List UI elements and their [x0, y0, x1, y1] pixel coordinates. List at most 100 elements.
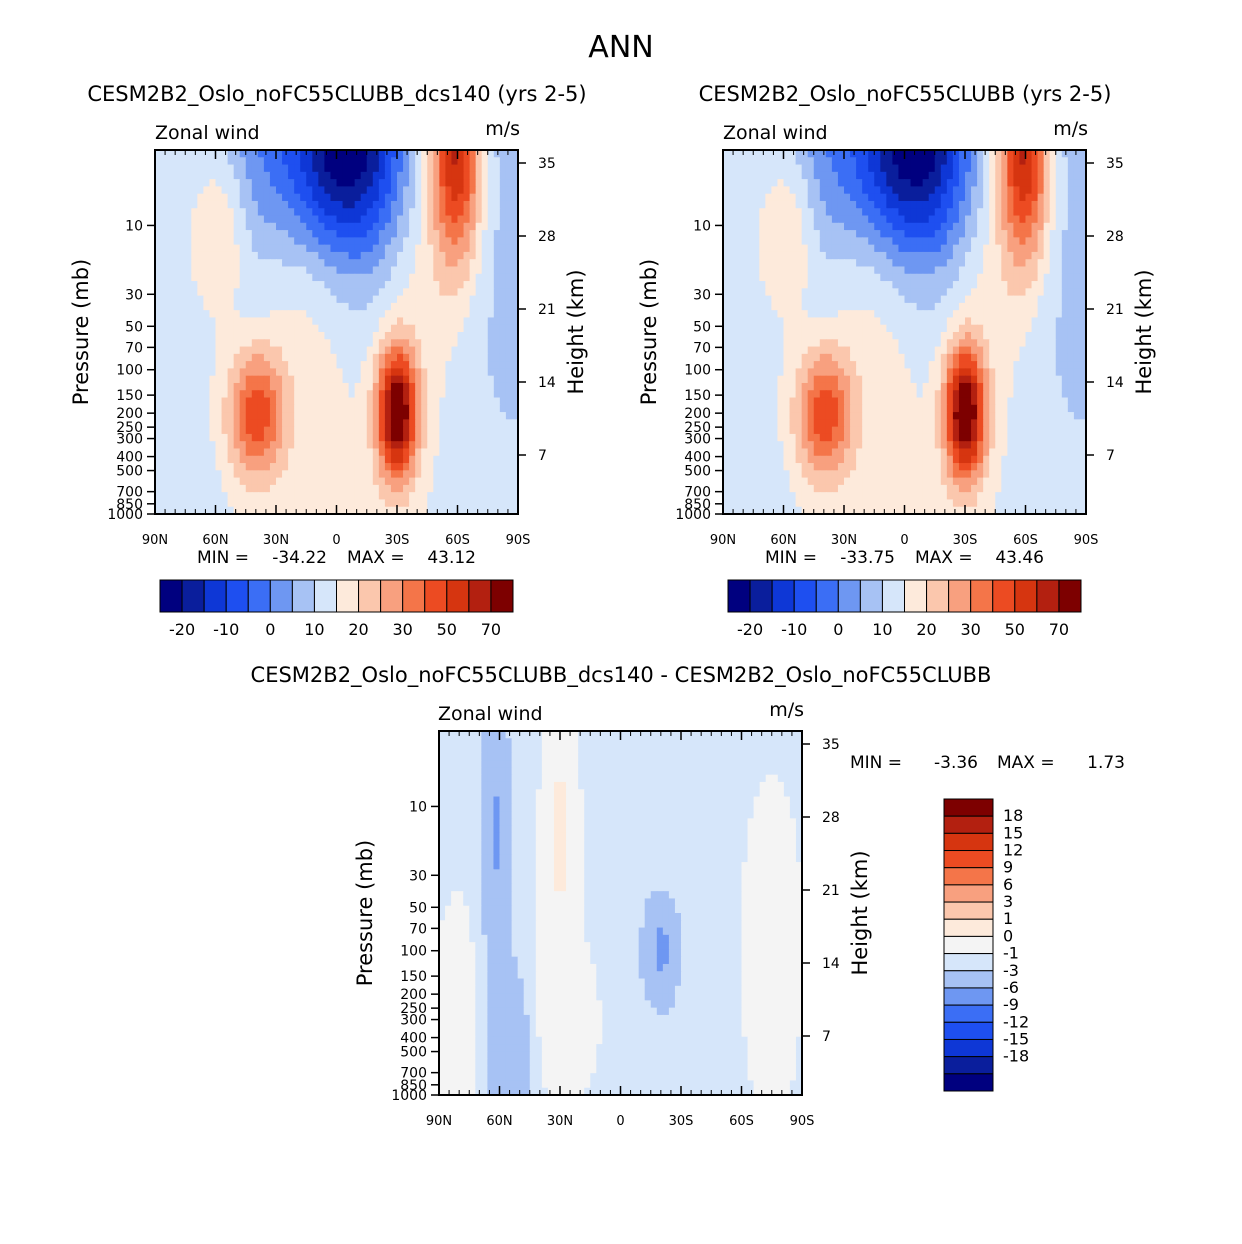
contour-cell [360, 200, 368, 209]
contour-cell [910, 288, 918, 297]
contour-cell [155, 368, 162, 377]
contour-cell [487, 499, 495, 508]
contour-cell [723, 208, 730, 217]
contour-cell [1049, 259, 1057, 268]
contour-cell [862, 215, 869, 224]
contour-cell [451, 375, 459, 384]
contour-cell [390, 339, 398, 348]
contour-cell [251, 295, 259, 304]
contour-cell [227, 463, 235, 471]
contour-cell [983, 361, 990, 369]
contour-cell [397, 412, 404, 420]
contour-cell [306, 171, 313, 180]
contour-cell [161, 404, 168, 413]
contour-cell [958, 281, 966, 289]
contour-cell [511, 193, 519, 202]
contour-cell [397, 470, 404, 479]
contour-cell [741, 230, 748, 238]
contour-cell [783, 179, 791, 187]
contour-cell [747, 288, 754, 297]
colorbar-swatch [159, 579, 183, 613]
contour-cell [475, 244, 483, 253]
contour-cell [439, 200, 446, 209]
contour-cell [771, 339, 779, 348]
contour-cell [203, 310, 211, 319]
contour-cell [904, 186, 912, 195]
contour-cell [439, 470, 446, 479]
contour-cell [1025, 317, 1033, 326]
contour-cell [511, 477, 519, 486]
contour-cell [952, 310, 960, 319]
contour-cell [868, 281, 875, 289]
contour-cell [928, 281, 936, 289]
contour-cell [227, 150, 235, 158]
contour-cell [940, 317, 948, 326]
contour-cell [318, 477, 325, 486]
contour-cell [922, 186, 930, 195]
contour-cell [952, 200, 960, 209]
contour-cell [971, 193, 978, 202]
contour-cell [989, 230, 996, 238]
contour-cell [403, 324, 410, 333]
contour-cell [336, 215, 344, 224]
contour-cell [445, 455, 453, 464]
contour-cell [856, 193, 863, 202]
contour-cell [868, 302, 875, 311]
contour-cell [257, 499, 265, 508]
contour-cell [1073, 171, 1081, 180]
contour-cell [886, 186, 893, 195]
colorbar-label: 50 [437, 620, 457, 639]
contour-cell [505, 281, 513, 289]
contour-cell [360, 222, 368, 231]
contour-cell [971, 186, 978, 195]
contour-cell [825, 150, 833, 158]
contour-cell [934, 273, 942, 282]
contour-cell [825, 302, 833, 311]
contour-cell [1049, 273, 1057, 282]
contour-cell [312, 433, 319, 442]
contour-cell [783, 324, 791, 333]
contour-cell [239, 375, 247, 384]
contour-cell [741, 295, 748, 304]
contour-cell [1037, 251, 1045, 260]
contour-cell [167, 193, 174, 202]
contour-cell [360, 477, 368, 486]
contour-cell [481, 368, 489, 377]
contour-cell [269, 237, 277, 246]
contour-cell [868, 237, 875, 246]
contour-cell [765, 193, 772, 202]
contour-cell [221, 506, 229, 515]
contour-cell [759, 346, 766, 355]
contour-cell [904, 317, 912, 326]
contour-cell [487, 477, 495, 486]
contour-cell [819, 361, 827, 369]
contour-cell [324, 433, 332, 442]
contour-cell [499, 492, 507, 501]
contour-cell [1073, 302, 1081, 311]
contour-cell [837, 324, 845, 333]
contour-cell [360, 455, 368, 464]
contour-cell [336, 266, 344, 275]
contour-cell [239, 259, 247, 268]
contour-cell [481, 339, 489, 348]
contour-cell [880, 200, 887, 209]
contour-cell [723, 171, 730, 180]
contour-cell [263, 215, 271, 224]
contour-cell [723, 273, 730, 282]
contour-cell [469, 506, 477, 515]
contour-cell [1055, 266, 1063, 275]
contour-cell [880, 164, 887, 173]
contour-cell [995, 339, 1002, 348]
contour-cell [312, 171, 319, 180]
contour-cell [481, 441, 489, 450]
contour-cell [1007, 186, 1014, 195]
contour-cell [378, 346, 386, 355]
contour-cell [167, 463, 174, 471]
contour-cell [191, 237, 198, 246]
contour-cell [469, 412, 477, 420]
contour-cell [1007, 230, 1014, 238]
contour-cell [330, 215, 338, 224]
contour-cell [789, 230, 797, 238]
contour-cell [336, 259, 344, 268]
contour-cell [505, 157, 513, 166]
